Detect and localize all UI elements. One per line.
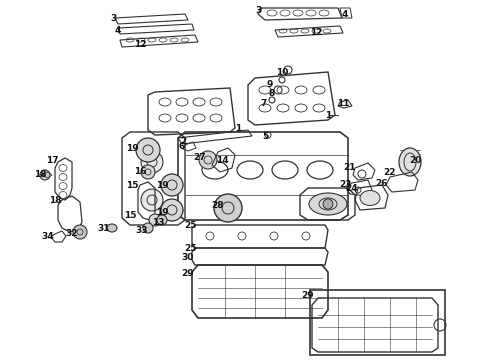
- Text: 12: 12: [310, 27, 322, 36]
- Text: 1: 1: [235, 123, 241, 132]
- Text: 20: 20: [409, 156, 421, 165]
- Text: 17: 17: [46, 156, 58, 165]
- Circle shape: [149, 214, 161, 226]
- Ellipse shape: [141, 189, 163, 211]
- Text: 30: 30: [182, 252, 194, 261]
- Circle shape: [40, 170, 50, 180]
- Ellipse shape: [107, 224, 117, 232]
- Text: 27: 27: [194, 153, 206, 162]
- Text: 25: 25: [184, 243, 196, 252]
- Bar: [310, 290, 445, 355]
- Text: 14: 14: [216, 156, 228, 165]
- Text: 9: 9: [267, 80, 273, 89]
- Text: 6: 6: [179, 141, 185, 150]
- Text: 29: 29: [302, 291, 314, 300]
- Circle shape: [73, 225, 87, 239]
- Text: 34: 34: [42, 231, 54, 240]
- Text: 7: 7: [261, 99, 267, 108]
- Text: 26: 26: [376, 179, 388, 188]
- Text: 33: 33: [136, 225, 148, 234]
- Text: 19: 19: [126, 144, 138, 153]
- Text: 22: 22: [384, 167, 396, 176]
- Circle shape: [199, 151, 217, 169]
- Circle shape: [157, 215, 167, 225]
- Text: 32: 32: [66, 229, 78, 238]
- Text: 18: 18: [34, 170, 46, 179]
- Ellipse shape: [309, 193, 347, 215]
- Ellipse shape: [399, 148, 421, 176]
- Text: 5: 5: [262, 131, 268, 140]
- Text: 10: 10: [276, 68, 288, 77]
- Text: 2: 2: [180, 136, 186, 145]
- Text: 23: 23: [340, 180, 352, 189]
- Text: 3: 3: [255, 5, 261, 14]
- Text: 19: 19: [156, 180, 168, 189]
- Text: 1: 1: [325, 111, 331, 120]
- Text: 8: 8: [269, 89, 275, 98]
- Ellipse shape: [141, 151, 163, 173]
- Text: 15: 15: [124, 211, 136, 220]
- Text: 4: 4: [115, 26, 121, 35]
- Text: 11: 11: [337, 99, 349, 108]
- Text: 29: 29: [182, 269, 195, 278]
- Text: 16: 16: [134, 166, 146, 176]
- Text: 24: 24: [345, 184, 358, 193]
- Circle shape: [141, 165, 155, 179]
- Ellipse shape: [360, 190, 380, 206]
- Circle shape: [214, 194, 242, 222]
- Circle shape: [136, 138, 160, 162]
- Text: 19: 19: [156, 207, 168, 216]
- Text: 18: 18: [49, 195, 61, 204]
- Text: 3: 3: [110, 14, 116, 23]
- Circle shape: [143, 223, 153, 233]
- Text: 28: 28: [211, 201, 223, 210]
- Text: 31: 31: [98, 224, 110, 233]
- Text: 13: 13: [152, 217, 164, 226]
- Text: 12: 12: [134, 40, 146, 49]
- Circle shape: [161, 199, 183, 221]
- Text: 4: 4: [342, 9, 348, 18]
- Circle shape: [161, 174, 183, 196]
- Circle shape: [323, 199, 333, 209]
- Text: 21: 21: [344, 162, 356, 171]
- Text: 15: 15: [126, 180, 138, 189]
- Text: 25: 25: [184, 220, 196, 230]
